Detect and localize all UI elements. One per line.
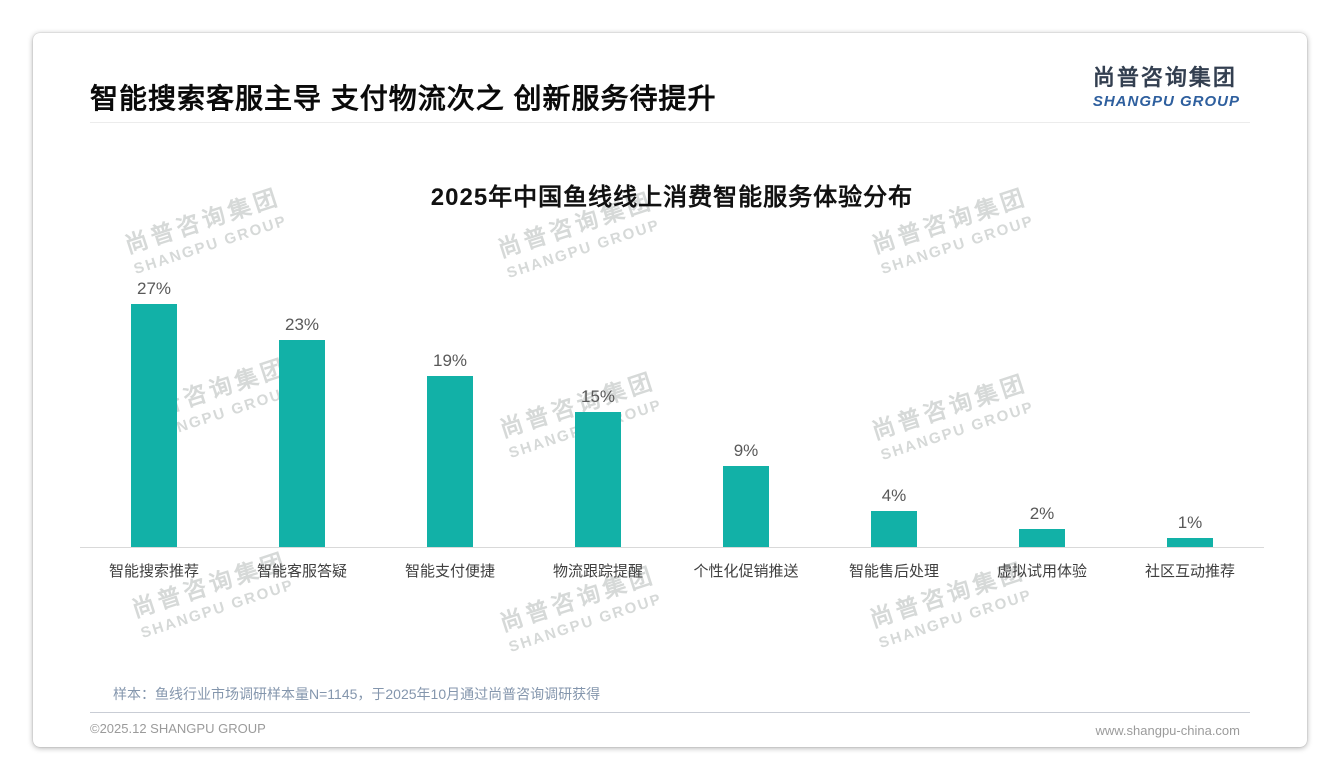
bar bbox=[131, 304, 177, 547]
category-label: 智能支付便捷 bbox=[404, 563, 495, 580]
watermark: 尚普咨询集团 SHANGPU GROUP bbox=[127, 542, 297, 642]
watermark-line2: SHANGPU GROUP bbox=[506, 590, 665, 656]
bar-column-1: 23% bbox=[228, 248, 376, 547]
bar bbox=[575, 412, 621, 547]
logo-english-text: SHANGPU GROUP bbox=[1092, 93, 1240, 110]
slide-card: 智能搜索客服主导 支付物流次之 创新服务待提升 尚普咨询集团 SHANGPU G… bbox=[33, 33, 1307, 747]
bar bbox=[279, 340, 325, 547]
bar bbox=[1019, 529, 1065, 547]
bar-value-label: 19% bbox=[432, 351, 468, 370]
bar-value-label: 27% bbox=[136, 279, 172, 298]
category-label: 智能售后处理 bbox=[848, 563, 939, 580]
bar bbox=[427, 376, 473, 547]
bar-column-3: 15% bbox=[524, 248, 672, 547]
logo-chinese-text: 尚普咨询集团 bbox=[1092, 65, 1237, 90]
page-title: 智能搜索客服主导 支付物流次之 创新服务待提升 bbox=[90, 83, 717, 114]
bar-chart-plot-area: 27% 23% 19% 15% 9% 4% 2% 1% bbox=[80, 248, 1264, 548]
bar-value-label: 9% bbox=[733, 441, 759, 460]
category-label: 个性化促销推送 bbox=[693, 563, 799, 580]
bar-value-label: 2% bbox=[1029, 504, 1055, 523]
header-divider bbox=[90, 122, 1250, 123]
sample-note: 样本：鱼线行业市场调研样本量N=1145，于2025年10月通过尚普咨询调研获得 bbox=[113, 686, 601, 702]
bar bbox=[723, 466, 769, 547]
bar-value-label: 4% bbox=[881, 486, 907, 505]
category-label: 虚拟试用体验 bbox=[996, 563, 1087, 580]
bar bbox=[871, 511, 917, 547]
bar-column-2: 19% bbox=[376, 248, 524, 547]
bar-column-6: 2% bbox=[968, 248, 1116, 547]
bar-column-5: 4% bbox=[820, 248, 968, 547]
chart-title: 2025年中国鱼线线上消费智能服务体验分布 bbox=[430, 184, 914, 211]
category-label: 物流跟踪提醒 bbox=[552, 563, 643, 580]
company-logo: 尚普咨询集团 SHANGPU GROUP bbox=[1093, 60, 1240, 110]
bar-value-label: 1% bbox=[1177, 513, 1203, 532]
bar-value-label: 15% bbox=[580, 387, 616, 406]
footer-website: www.shangpu-china.com bbox=[1095, 723, 1240, 738]
category-label: 社区互动推荐 bbox=[1144, 563, 1235, 580]
category-label: 智能客服答疑 bbox=[256, 563, 347, 580]
footer-divider bbox=[90, 712, 1250, 713]
bar-chart-category-axis: 智能搜索推荐 智能客服答疑 智能支付便捷 物流跟踪提醒 个性化促销推送 智能售后处理 虚拟试… bbox=[80, 560, 1264, 581]
footer-copyright: ©2025.12 SHANGPU GROUP bbox=[90, 721, 266, 736]
category-label: 智能搜索推荐 bbox=[108, 563, 199, 580]
bar-column-7: 1% bbox=[1116, 248, 1264, 547]
bar-column-4: 9% bbox=[672, 248, 820, 547]
watermark-line2: SHANGPU GROUP bbox=[138, 576, 297, 642]
bar-value-label: 23% bbox=[284, 315, 320, 334]
bar-column-0: 27% bbox=[80, 248, 228, 547]
bar bbox=[1167, 538, 1213, 547]
watermark-line1: 尚普咨询集团 bbox=[128, 547, 291, 623]
watermark-line2: SHANGPU GROUP bbox=[876, 586, 1035, 652]
